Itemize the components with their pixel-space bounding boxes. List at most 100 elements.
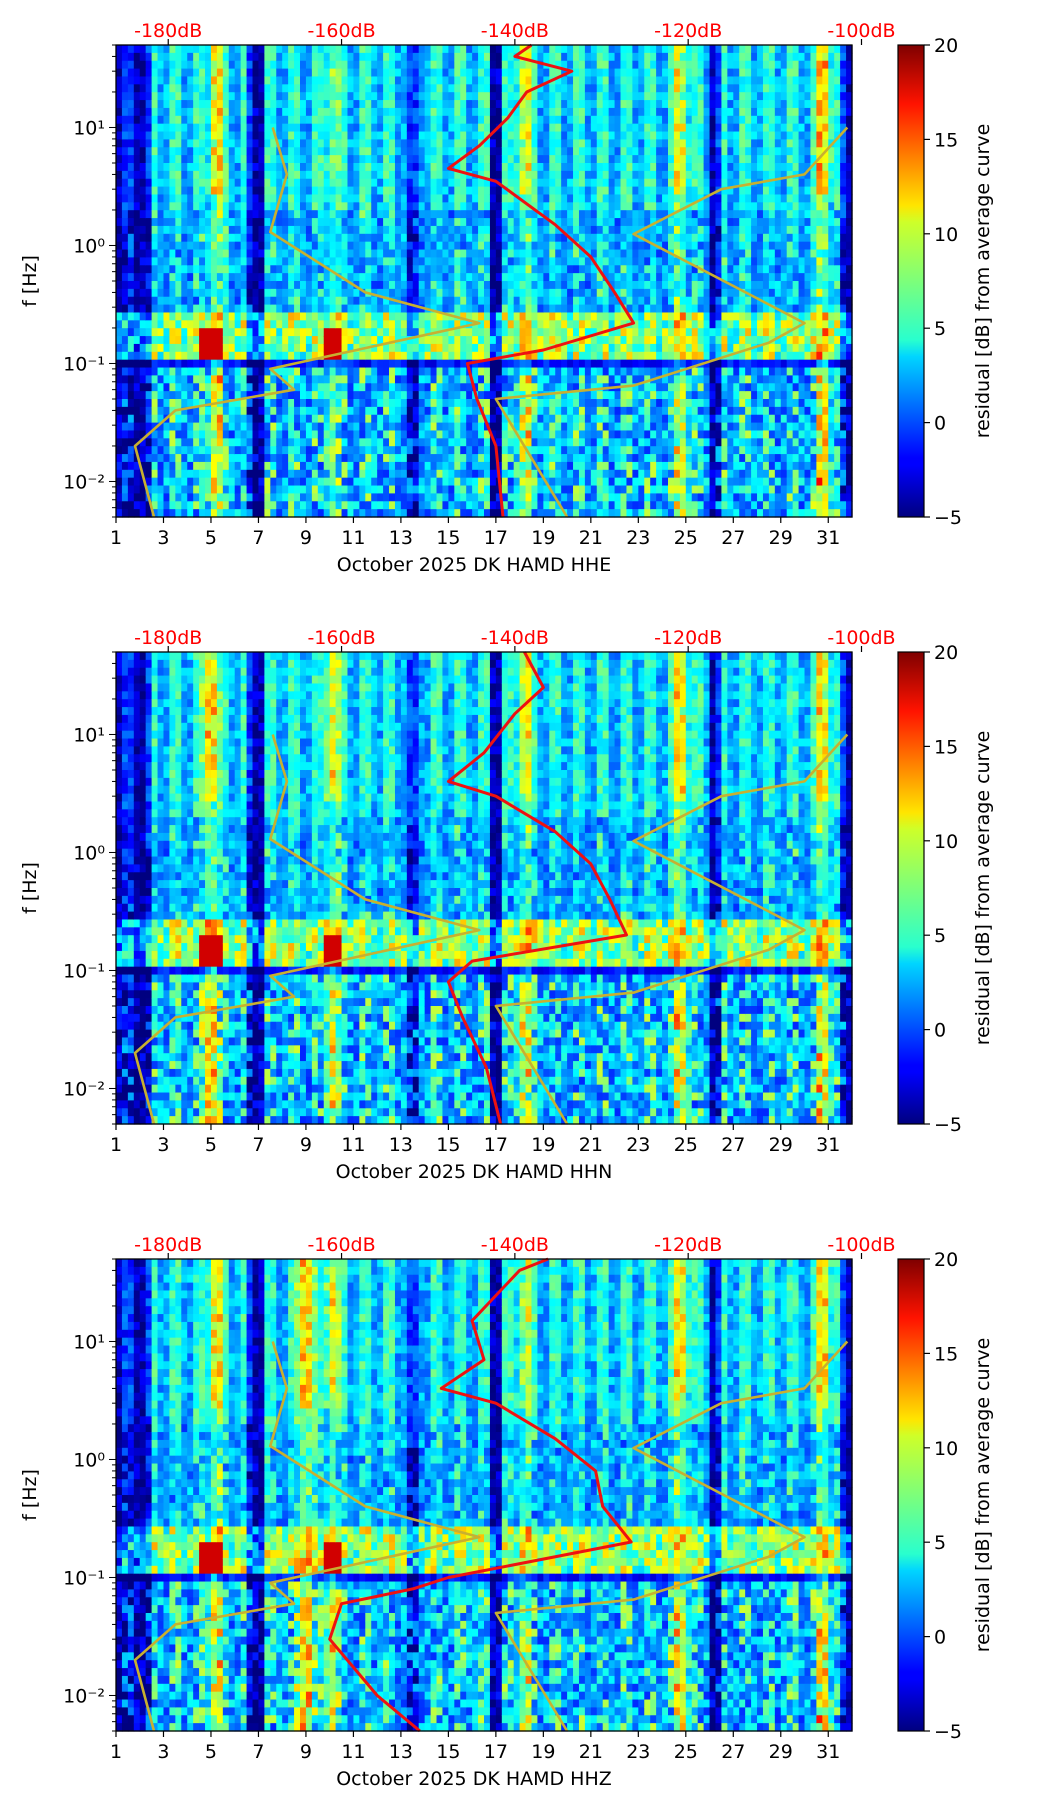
heatmap-cell: [336, 202, 343, 210]
heatmap-cell: [264, 289, 271, 297]
heatmap-cell: [336, 108, 343, 116]
heatmap-cell: [365, 486, 372, 494]
heatmap-cell: [282, 501, 289, 509]
heatmap-cell: [431, 53, 438, 61]
heatmap-cell: [347, 234, 354, 242]
heatmap-cell: [359, 250, 366, 258]
heatmap-cell: [425, 368, 432, 376]
heatmap-cell: [330, 336, 337, 344]
heatmap-cell: [169, 352, 176, 360]
heatmap-cell: [116, 265, 123, 273]
heatmap-cell: [371, 226, 378, 234]
heatmap-cell: [217, 509, 224, 517]
heatmap-cell: [217, 368, 224, 376]
heatmap-cell: [371, 360, 378, 368]
heatmap-cell: [425, 155, 432, 163]
heatmap-cell: [158, 116, 165, 124]
heatmap-cell: [365, 53, 372, 61]
heatmap-cell: [217, 226, 224, 234]
heatmap-cell: [169, 202, 176, 210]
heatmap-cell: [353, 265, 360, 273]
heatmap-cell: [413, 360, 420, 368]
heatmap-cell: [347, 312, 354, 320]
heatmap-cell: [318, 470, 325, 478]
heatmap-cell: [152, 399, 159, 407]
heatmap-cell: [312, 226, 319, 234]
heatmap-cell: [241, 344, 248, 352]
heatmap-cell: [347, 100, 354, 108]
heatmap-cell: [217, 234, 224, 242]
heatmap-cell: [342, 69, 349, 77]
heatmap-cell: [425, 501, 432, 509]
heatmap-cell: [264, 163, 271, 171]
heatmap-cell: [193, 202, 200, 210]
heatmap-cell: [146, 360, 153, 368]
heatmap-cell: [241, 250, 248, 258]
heatmap-cell: [330, 218, 337, 226]
heatmap-cell: [306, 478, 313, 486]
heatmap-cell: [217, 76, 224, 84]
heatmap-cell: [241, 124, 248, 132]
heatmap-cell: [419, 454, 426, 462]
heatmap-cell: [288, 108, 295, 116]
heatmap-cell: [294, 368, 301, 376]
heatmap-cell: [217, 312, 224, 320]
heatmap-cell: [425, 61, 432, 69]
heatmap-cell: [122, 69, 129, 77]
heatmap-cell: [146, 187, 153, 195]
heatmap-cell: [229, 92, 236, 100]
heatmap-cell: [205, 360, 212, 368]
heatmap-cell: [419, 69, 426, 77]
heatmap-cell: [395, 100, 402, 108]
heatmap-cell: [158, 139, 165, 147]
heatmap-cell: [276, 84, 283, 92]
heatmap-cell: [312, 116, 319, 124]
heatmap-cell: [306, 423, 313, 431]
heatmap-cell: [312, 234, 319, 242]
heatmap-cell: [288, 124, 295, 132]
heatmap-cell: [300, 289, 307, 297]
heatmap-cell: [288, 187, 295, 195]
heatmap-cell: [140, 281, 147, 289]
heatmap-cell: [288, 171, 295, 179]
heatmap-cell: [312, 242, 319, 250]
heatmap-cell: [187, 375, 194, 383]
heatmap-cell: [152, 336, 159, 344]
heatmap-cell: [158, 202, 165, 210]
heatmap-cell: [324, 391, 331, 399]
heatmap-cell: [407, 163, 414, 171]
heatmap-cell: [312, 265, 319, 273]
heatmap-cell: [336, 375, 343, 383]
heatmap-cell: [205, 92, 212, 100]
heatmap-cell: [235, 493, 242, 501]
heatmap-cell: [383, 423, 390, 431]
heatmap-cell: [389, 478, 396, 486]
heatmap-cell: [383, 462, 390, 470]
heatmap-cell: [270, 92, 277, 100]
heatmap-cell: [264, 415, 271, 423]
heatmap-cell: [318, 399, 325, 407]
heatmap-cell: [134, 430, 141, 438]
heatmap-cell: [217, 462, 224, 470]
heatmap-cell: [175, 163, 182, 171]
heatmap-cell: [359, 501, 366, 509]
heatmap-cell: [163, 84, 170, 92]
heatmap-cell: [247, 53, 254, 61]
heatmap-cell: [253, 155, 260, 163]
heatmap-cell: [211, 446, 218, 454]
heatmap-cell: [193, 493, 200, 501]
heatmap-cell: [365, 501, 372, 509]
heatmap-cell: [377, 312, 384, 320]
heatmap-cell: [318, 194, 325, 202]
heatmap-cell: [223, 336, 230, 344]
heatmap-cell: [122, 368, 129, 376]
heatmap-cell: [152, 45, 159, 53]
heatmap-cell: [253, 234, 260, 242]
heatmap-cell: [235, 242, 242, 250]
heatmap-cell: [187, 470, 194, 478]
heatmap-cell: [128, 438, 135, 446]
heatmap-cell: [217, 470, 224, 478]
heatmap-cell: [146, 250, 153, 258]
heatmap-cell: [330, 242, 337, 250]
heatmap-cell: [318, 478, 325, 486]
